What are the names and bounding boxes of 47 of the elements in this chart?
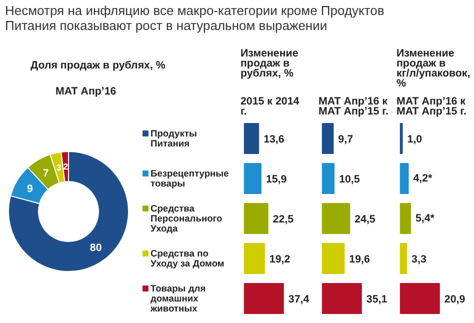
data-label: 24,5 xyxy=(354,214,376,226)
data-label: 10,5 xyxy=(339,174,360,186)
data-label: 19,2 xyxy=(269,254,290,266)
legend-label: Безрецептурные товары xyxy=(150,168,229,188)
bar xyxy=(244,163,262,194)
data-label: 15,9 xyxy=(266,174,287,186)
data-label: 35,1 xyxy=(366,294,388,306)
bar xyxy=(244,123,260,154)
legend-label: Продукты Питания xyxy=(150,128,197,148)
data-label: 13,6 xyxy=(264,134,284,146)
chart-title: Изменение продаж в рублях, % xyxy=(240,48,298,80)
data-label: 9,7 xyxy=(338,134,354,146)
bar xyxy=(400,243,408,274)
data-label: 4,2* xyxy=(413,172,434,184)
text: MAT Апр’16 xyxy=(56,86,116,98)
bar xyxy=(400,163,409,194)
data-label: 9 xyxy=(27,183,34,196)
legend-label: Средства по Уходу за Домом xyxy=(150,248,224,268)
bar xyxy=(244,203,268,234)
bar xyxy=(322,203,350,234)
legend-label: Средства Персонального Ухода xyxy=(150,204,223,234)
data-label: 7 xyxy=(42,168,49,180)
bar xyxy=(244,243,265,274)
data-label: 2 xyxy=(63,162,68,172)
data-label: 37,4 xyxy=(288,294,310,306)
chart-title: Несмотря на инфляцию все макро-категории кроме Продуктов Питания показывают рост в натуральном выражении xyxy=(5,3,386,33)
chart-title: Изменение продаж в кг/л/упаковок, % xyxy=(396,48,470,90)
data-label: 19,6 xyxy=(349,254,370,266)
chart-subtitle: MAT Апр’16 к MAT Апр’15 г. xyxy=(396,96,467,118)
data-label: 80 xyxy=(90,242,102,254)
data-label: 22,5 xyxy=(272,214,294,226)
chart-subtitle: MAT Апр’16 к MAT Апр’15 г. xyxy=(318,96,389,118)
data-label: 3,3 xyxy=(412,254,426,266)
chart-subtitle: 2015 к 2014 г. xyxy=(240,96,300,118)
bar xyxy=(322,123,334,154)
bar xyxy=(400,203,411,234)
data-label: 20,9 xyxy=(444,294,466,306)
bar xyxy=(322,283,362,314)
bar xyxy=(322,243,345,274)
data-label: 1,0 xyxy=(407,134,422,146)
legend-label: Товары для домашних животных xyxy=(150,284,206,314)
data-label: 3 xyxy=(56,162,62,173)
bar xyxy=(244,283,284,314)
chart-subtitle: Доля продаж в рублях, % xyxy=(30,60,166,72)
bar xyxy=(322,163,335,194)
bar xyxy=(400,283,440,314)
data-label: 5,4* xyxy=(415,212,436,224)
